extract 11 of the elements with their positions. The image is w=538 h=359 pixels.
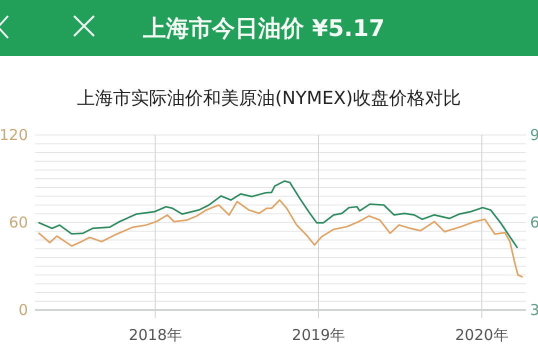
x-tick-label: 2018年 — [128, 326, 182, 344]
x-tick-label: 2019年 — [292, 326, 346, 344]
y-tick-label: 120 — [0, 126, 28, 144]
y-tick-label: 0 — [18, 301, 28, 319]
chart-subtitle: 上海市实际油价和美原油(NYMEX)收盘价格对比 — [77, 88, 461, 109]
y2-tick-label: 3 — [530, 301, 538, 319]
x-tick-label: 2020年 — [455, 326, 508, 344]
y-tick-label: 60 — [8, 214, 28, 232]
chart-title: 上海市今日油价 ¥5.17 — [142, 15, 385, 42]
line-series — [38, 199, 523, 278]
line-series — [38, 180, 518, 248]
